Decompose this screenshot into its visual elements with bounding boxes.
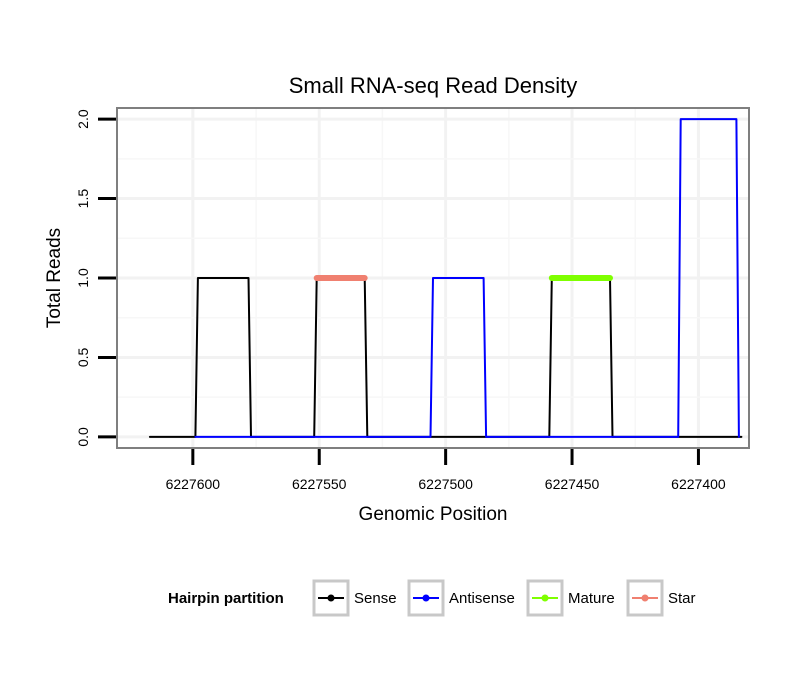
- y-tick-label: 0.0: [75, 427, 91, 447]
- x-tick-label: 6227600: [166, 476, 221, 492]
- legend: Hairpin partition Sense Antisense Mature St…: [168, 579, 696, 617]
- legend-items: Sense Antisense Mature Star: [312, 579, 696, 617]
- legend-key-dot: [541, 594, 549, 602]
- chart-title: Small RNA-seq Read Density: [289, 73, 578, 98]
- x-axis-title: Genomic Position: [359, 504, 508, 525]
- legend-key-dot: [422, 594, 430, 602]
- y-tick-label: 1.0: [75, 268, 91, 288]
- x-axis: 6227600 6227550 6227500 6227450 6227400: [166, 449, 726, 492]
- legend-item-label: Sense: [354, 590, 397, 607]
- series-line-antisense: [194, 118, 740, 438]
- x-tick-label: 6227500: [418, 476, 473, 492]
- y-tick-label: 0.5: [75, 347, 91, 367]
- x-tick-label: 6227550: [292, 476, 347, 492]
- y-axis-title: Total Reads: [44, 228, 65, 328]
- legend-item-label: Star: [668, 590, 696, 607]
- legend-key-dot: [327, 594, 335, 602]
- x-tick-label: 6227450: [545, 476, 600, 492]
- legend-title: Hairpin partition: [168, 590, 284, 607]
- series-layer: [148, 118, 743, 438]
- legend-key-dot: [641, 594, 649, 602]
- legend-item-label: Mature: [568, 590, 615, 607]
- x-tick-label: 6227400: [671, 476, 726, 492]
- legend-item-label: Antisense: [449, 590, 515, 607]
- y-axis: 0.0 0.5 1.0 1.5 2.0: [75, 109, 116, 447]
- y-tick-label: 1.5: [75, 189, 91, 209]
- legend-item-antisense: Antisense: [407, 579, 515, 617]
- legend-item-sense: Sense: [312, 579, 397, 617]
- y-tick-label: 2.0: [75, 109, 91, 129]
- legend-item-star: Star: [626, 579, 696, 617]
- legend-item-mature: Mature: [526, 579, 615, 617]
- plot-panel-border: [116, 107, 750, 449]
